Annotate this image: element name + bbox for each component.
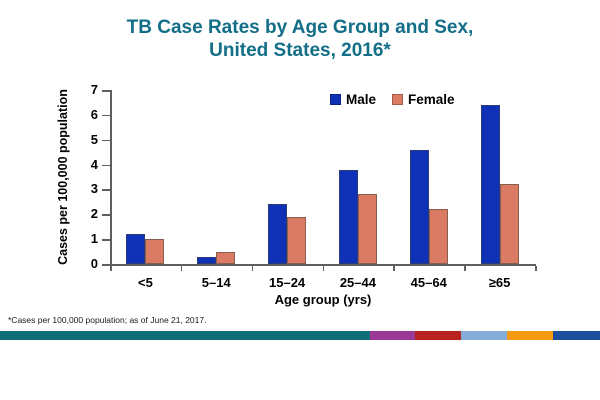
bar-male-<5 <box>126 234 146 264</box>
y-tick-1 <box>102 239 110 241</box>
y-tick-label-2: 2 <box>90 206 98 222</box>
strip-segment-light-blue <box>461 331 507 340</box>
legend-item-female: Female <box>392 92 455 107</box>
y-axis-title: Cases per 100,000 population <box>56 89 70 265</box>
x-category-label-5: ≥65 <box>488 275 511 290</box>
strip-segment-purple <box>370 331 415 340</box>
legend-male-label: Male <box>346 92 377 107</box>
bar-female-5–14 <box>216 251 236 264</box>
bar-female-≥65 <box>499 184 519 264</box>
x-tick-6 <box>535 266 537 271</box>
legend-female-swatch <box>392 94 404 105</box>
y-tick-4 <box>102 164 110 167</box>
x-tick-3 <box>322 266 324 271</box>
y-tick-label-7: 7 <box>90 82 98 97</box>
bar-male-5–14 <box>197 256 217 264</box>
y-tick-6 <box>102 114 110 117</box>
strip-segment-red <box>415 331 461 340</box>
y-tick-label-6: 6 <box>90 106 98 122</box>
bar-male-45–64 <box>409 149 429 264</box>
bar-male-15–24 <box>268 204 288 264</box>
y-tick-7 <box>102 90 110 92</box>
footnote: *Cases per 100,000 population; as of Jun… <box>8 315 207 325</box>
bar-male-≥65 <box>480 104 500 264</box>
x-tick-1 <box>180 266 183 271</box>
footer-color-strip <box>0 331 600 340</box>
x-axis-title: Age group (yrs) <box>274 292 372 307</box>
bar-female-15–24 <box>287 216 307 264</box>
chart-title-line2: United States, 2016* <box>209 40 391 61</box>
y-tick-2 <box>102 214 110 216</box>
chart-title: TB Case Rates by Age Group and Sex, Unit… <box>0 16 600 62</box>
bar-female-25–44 <box>357 194 377 264</box>
x-category-label-3: 25–44 <box>339 275 376 290</box>
bar-female-45–64 <box>428 209 448 264</box>
strip-segment-teal <box>0 331 370 340</box>
y-tick-label-4: 4 <box>90 156 98 172</box>
x-tick-5 <box>464 266 466 271</box>
x-category-label-4: 45–64 <box>410 275 447 290</box>
strip-segment-orange <box>507 331 553 340</box>
y-tick-0 <box>102 264 110 266</box>
x-tick-4 <box>393 266 395 271</box>
y-tick-label-3: 3 <box>90 181 98 197</box>
x-axis-line <box>110 264 536 266</box>
x-category-label-2: 15–24 <box>269 275 306 290</box>
y-tick-3 <box>102 189 110 191</box>
bar-male-25–44 <box>338 169 358 264</box>
legend-male-swatch <box>330 94 341 105</box>
y-tick-label-1: 1 <box>90 231 98 247</box>
chart-title-line1: TB Case Rates by Age Group and Sex, <box>126 17 474 38</box>
x-tick-0 <box>110 266 112 271</box>
y-tick-5 <box>102 139 110 142</box>
chart-legend: Male Female <box>330 92 455 107</box>
legend-female-label: Female <box>408 92 455 107</box>
y-axis-line <box>110 90 112 264</box>
y-tick-label-0: 0 <box>90 256 98 271</box>
x-category-label-1: 5–14 <box>201 275 231 290</box>
x-tick-2 <box>251 266 254 271</box>
y-tick-label-5: 5 <box>90 131 98 147</box>
x-category-label-0: <5 <box>137 275 153 290</box>
strip-segment-navy <box>553 331 600 340</box>
legend-item-male: Male <box>330 92 376 107</box>
bar-female-<5 <box>145 239 165 264</box>
